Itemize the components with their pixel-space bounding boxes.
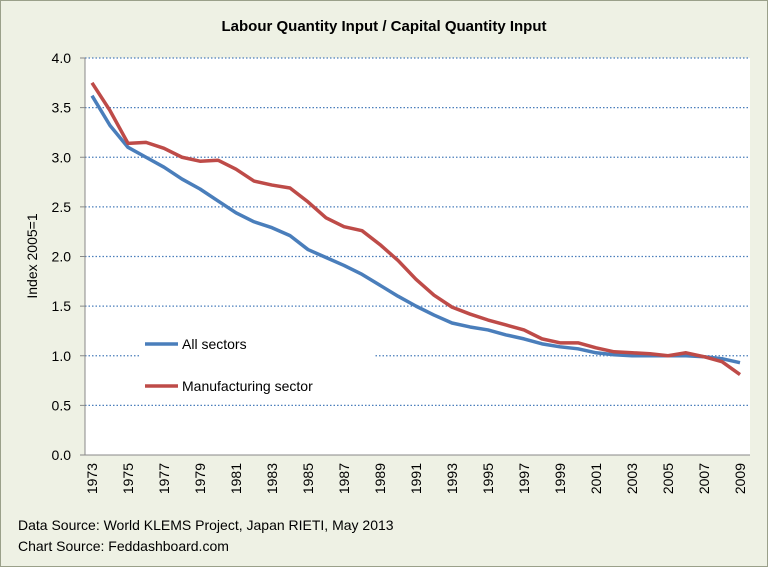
x-tick-label: 2005 [660,463,676,494]
y-tick-label: 1.0 [52,348,72,364]
y-tick-label: 2.5 [52,199,72,215]
x-tick-label: 1975 [120,463,136,494]
x-tick-label: 1989 [372,463,388,494]
x-tick-label: 1985 [300,463,316,494]
x-tick-label: 2009 [732,463,748,494]
x-tick-label: 2001 [588,463,604,494]
x-tick-label: 1999 [552,463,568,494]
x-tick-label: 2007 [696,463,712,494]
legend-label: All sectors [182,336,247,352]
y-tick-label: 1.5 [52,298,72,314]
y-tick-label: 0.0 [52,447,72,463]
y-tick-label: 0.5 [52,397,72,413]
x-tick-label: 1993 [444,463,460,494]
y-tick-label: 3.5 [52,100,72,116]
data-source-note: Data Source: World KLEMS Project, Japan … [18,517,394,533]
x-tick-label: 1977 [156,463,172,494]
x-tick-label: 1987 [336,463,352,494]
y-tick-label: 2.0 [52,249,72,265]
x-tick-label: 1981 [228,463,244,494]
chart-source-note: Chart Source: Feddashboard.com [18,538,229,554]
legend-background [140,330,375,400]
y-tick-label: 4.0 [52,50,72,66]
x-tick-label: 1991 [408,463,424,494]
y-tick-label: 3.0 [52,149,72,165]
x-tick-label: 1979 [192,463,208,494]
legend-label: Manufacturing sector [182,378,313,394]
x-tick-label: 2003 [624,463,640,494]
x-tick-label: 1973 [84,463,100,494]
y-axis-label: Index 2005=1 [24,213,40,298]
chart-title: Labour Quantity Input / Capital Quantity… [222,18,547,35]
x-tick-label: 1997 [516,463,532,494]
x-tick-label: 1983 [264,463,280,494]
x-tick-label: 1995 [480,463,496,494]
